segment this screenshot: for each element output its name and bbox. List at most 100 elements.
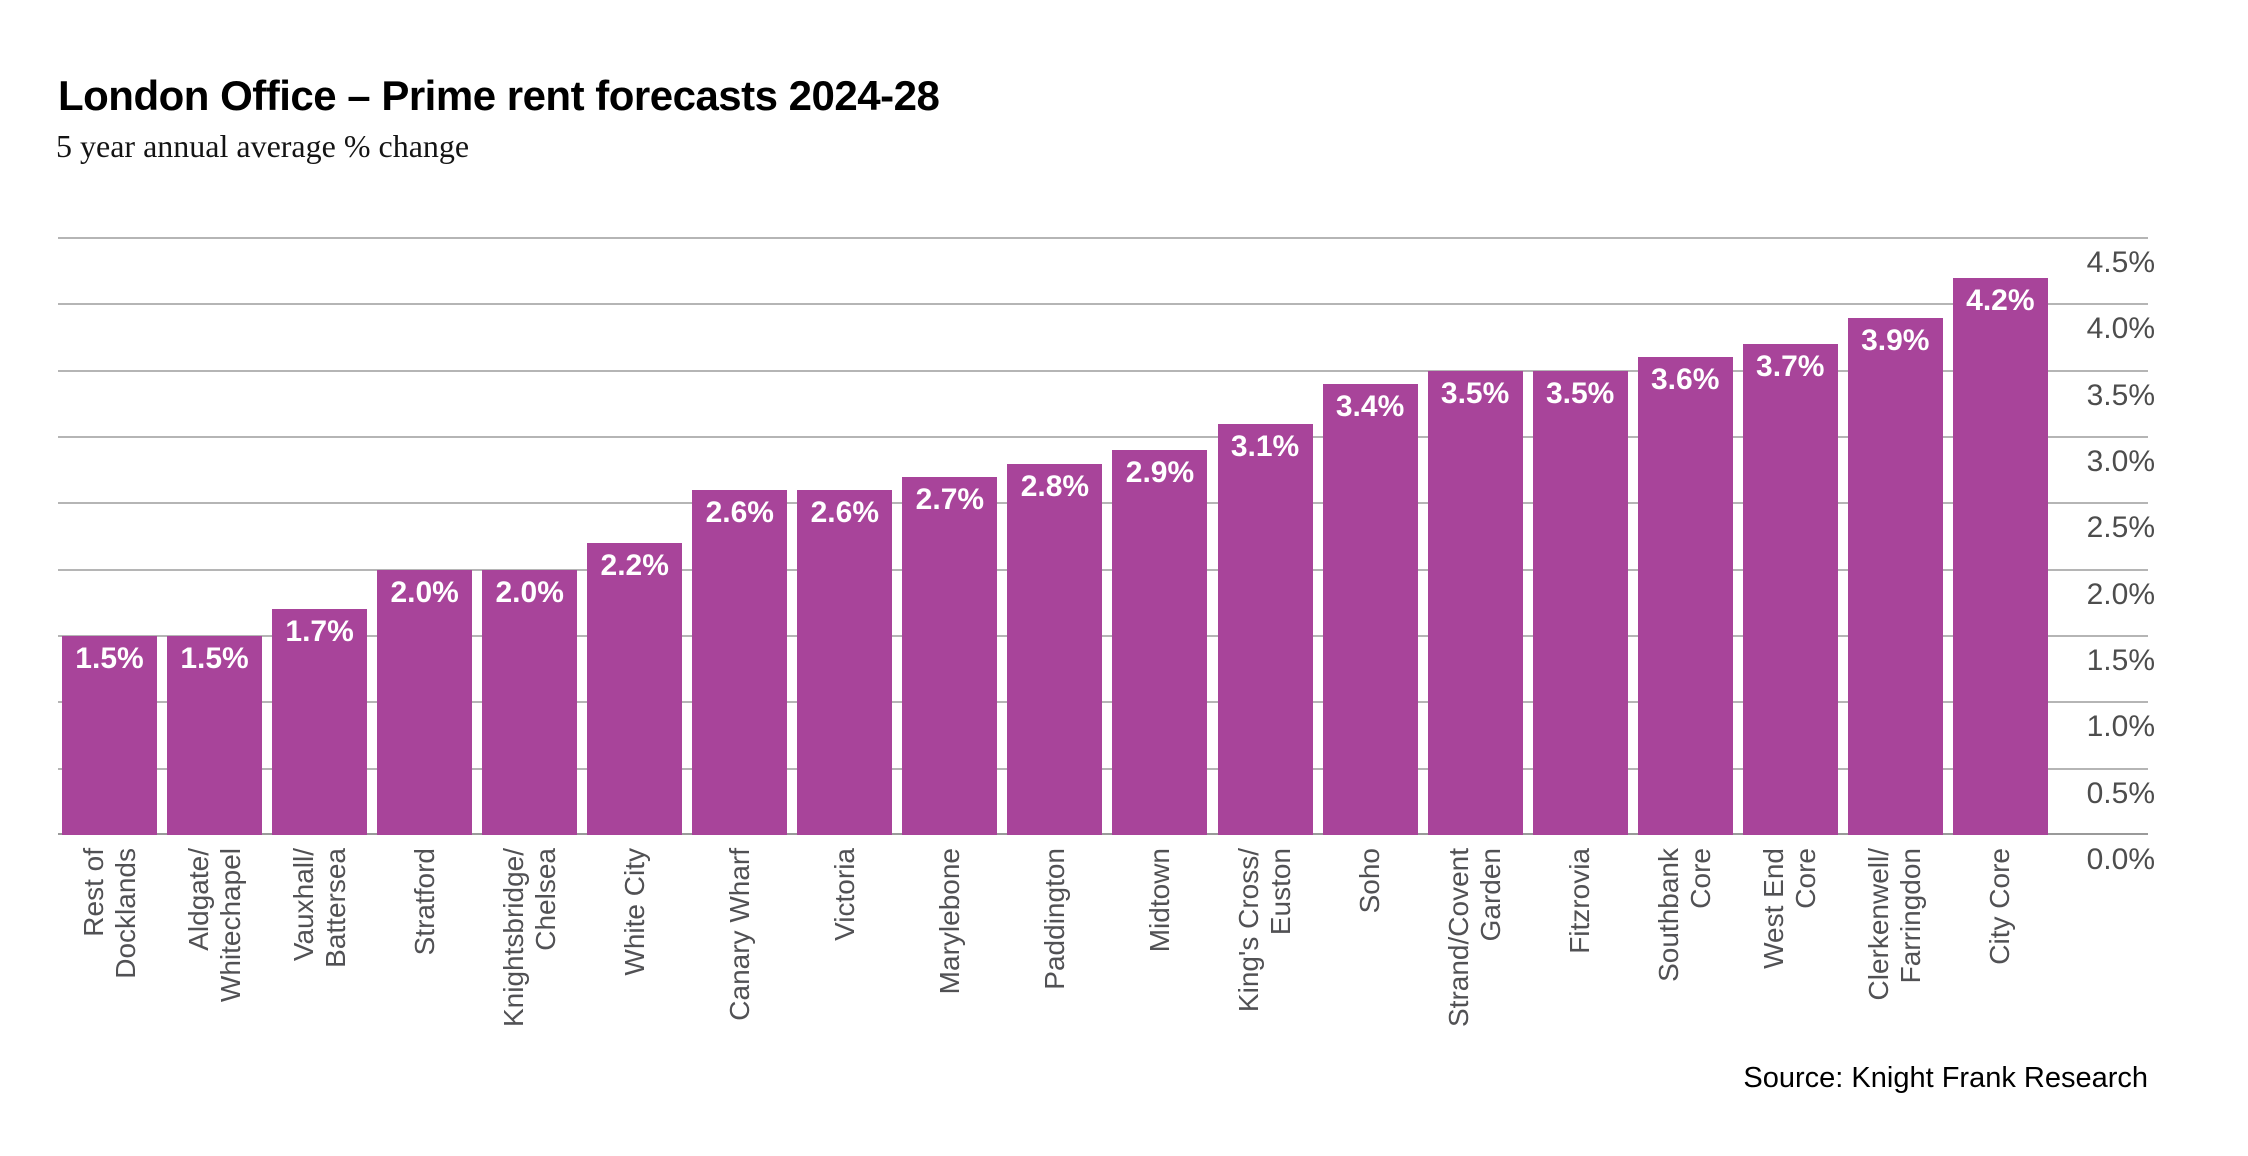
- x-tick-cell: Midtown: [1112, 848, 1207, 1098]
- x-tick-label: King's Cross/ Euston: [1232, 848, 1297, 1013]
- bar-value-label: 4.2%: [1966, 284, 2035, 317]
- x-tick-label: Paddington: [1038, 848, 1070, 990]
- x-tick-label: City Core: [1984, 848, 2016, 965]
- gridline: [58, 237, 2148, 239]
- x-tick-cell: Fitzrovia: [1533, 848, 1628, 1098]
- x-tick-cell: Stratford: [377, 848, 472, 1098]
- bar: 3.9%: [1847, 318, 1943, 835]
- bar-chart-plot-area: 1.5% 1.5% 1.7% 2.0% 2.0% 2.2% 2.6% 2.6% 2.7% 2.8%…: [58, 237, 2155, 875]
- x-tick-label: Rest of Docklands: [77, 848, 141, 979]
- bar: 2.0%: [482, 570, 578, 835]
- bar: 3.4%: [1322, 384, 1418, 835]
- bar: 2.6%: [797, 490, 893, 835]
- y-tick-label: 0.0%: [2086, 843, 2155, 876]
- bar-value-label: 2.0%: [390, 576, 459, 609]
- bar-value-label: 2.2%: [600, 549, 669, 582]
- bar: 2.6%: [692, 490, 788, 835]
- x-tick-cell: Paddington: [1007, 848, 1102, 1098]
- x-tick-label: Marylebone: [933, 848, 965, 995]
- bar-value-label: 3.4%: [1335, 390, 1405, 423]
- bar-value-label: 3.5%: [1440, 377, 1510, 410]
- bar: 3.1%: [1217, 424, 1313, 835]
- chart-title: London Office – Prime rent forecasts 202…: [58, 72, 940, 119]
- x-tick-cell: City Core: [1953, 848, 2048, 1098]
- x-tick-label: Knightsbridge/ Chelsea: [497, 848, 561, 1028]
- bar: 2.7%: [902, 477, 998, 835]
- x-tick-cell: White City: [587, 848, 682, 1098]
- gridline: [58, 701, 2148, 704]
- x-tick-cell: Clerkenwell/ Farringdon: [1848, 848, 1943, 1098]
- x-tick-label: Soho: [1353, 848, 1385, 914]
- source-note: Source: Knight Frank Research: [1743, 1062, 2148, 1094]
- x-tick-cell: Rest of Docklands: [62, 848, 157, 1098]
- gridline: [58, 568, 2148, 571]
- x-tick-cell: Knightsbridge/ Chelsea: [482, 848, 577, 1098]
- y-tick-label: 4.5%: [2086, 246, 2155, 279]
- x-tick-cell: King's Cross/ Euston: [1218, 848, 1313, 1098]
- x-tick-label: Midtown: [1143, 848, 1175, 953]
- x-tick-cell: West End Core: [1743, 848, 1838, 1098]
- x-tick-cell: Southbank Core: [1638, 848, 1733, 1098]
- y-tick-label: 2.0%: [2086, 577, 2155, 611]
- bar-value-label: 3.6%: [1651, 363, 1720, 396]
- bar-value-label: 2.9%: [1125, 456, 1195, 489]
- x-tick-cell: Marylebone: [902, 848, 997, 1098]
- gridline: [58, 436, 2148, 438]
- x-tick-cell: Aldgate/ Whitechapel: [167, 848, 262, 1098]
- bar: 4.2%: [1952, 278, 2048, 835]
- bar: 2.2%: [587, 543, 683, 835]
- x-tick-label: Clerkenwell/ Farringdon: [1863, 848, 1927, 1001]
- x-tick-label: White City: [618, 848, 650, 976]
- gridline: [58, 502, 2148, 505]
- gridline: [58, 635, 2148, 637]
- bars-container: 1.5% 1.5% 1.7% 2.0% 2.0% 2.2% 2.6% 2.6% 2.7% 2.8%…: [62, 238, 2048, 835]
- x-axis-labels: Rest of Docklands Aldgate/ Whitechapel Vau…: [62, 848, 2048, 1098]
- bar: 3.6%: [1637, 357, 1733, 835]
- x-tick-label: Southbank Core: [1653, 848, 1717, 982]
- chart-subtitle: 5 year annual average % change: [56, 128, 470, 164]
- bar-value-label: 3.7%: [1756, 350, 1825, 383]
- gridline: [58, 303, 2148, 306]
- bar-value-label: 3.9%: [1861, 324, 1930, 357]
- gridline: [58, 767, 2148, 770]
- bar: 3.5%: [1427, 371, 1523, 835]
- x-tick-cell: Vauxhall/ Battersea: [272, 848, 367, 1098]
- y-tick-label: 4.0%: [2086, 312, 2155, 346]
- y-tick-label: 2.5%: [2086, 511, 2155, 545]
- x-tick-label: Canary Wharf: [723, 848, 755, 1021]
- bar-value-label: 1.5%: [180, 642, 249, 675]
- bar-value-label: 2.6%: [705, 496, 774, 529]
- x-tick-cell: Soho: [1323, 848, 1418, 1098]
- y-tick-label: 0.5%: [2086, 776, 2155, 810]
- gridline: [58, 369, 2148, 372]
- x-tick-label: Fitzrovia: [1564, 848, 1596, 954]
- x-tick-label: West End Core: [1758, 848, 1822, 969]
- y-tick-label: 3.0%: [2086, 445, 2155, 478]
- bar-value-label: 1.7%: [285, 615, 354, 648]
- x-tick-cell: Strand/Covent Garden: [1428, 848, 1523, 1098]
- bar: 2.0%: [377, 570, 473, 835]
- bar: 3.5%: [1532, 371, 1628, 835]
- x-tick-label: Victoria: [828, 848, 860, 941]
- bar: 3.7%: [1742, 344, 1838, 835]
- x-tick-label: Vauxhall/ Battersea: [287, 848, 351, 968]
- bar-value-label: 2.6%: [810, 496, 880, 529]
- bar: 2.8%: [1007, 464, 1103, 835]
- y-tick-label: 3.5%: [2086, 378, 2155, 412]
- x-tick-label: Aldgate/ Whitechapel: [182, 848, 246, 1003]
- bar: 1.5%: [62, 636, 157, 835]
- bar: 1.5%: [167, 636, 263, 835]
- bar-value-label: 3.5%: [1545, 377, 1615, 410]
- x-axis-line: [58, 833, 2148, 835]
- bar-value-label: 3.1%: [1230, 430, 1300, 463]
- bar: 1.7%: [272, 609, 368, 835]
- bar-value-label: 2.8%: [1020, 470, 1090, 503]
- bar: 2.9%: [1112, 450, 1208, 835]
- bar-value-label: 1.5%: [75, 642, 144, 675]
- x-tick-cell: Canary Wharf: [692, 848, 787, 1098]
- y-tick-label: 1.0%: [2086, 710, 2155, 744]
- x-tick-label: Strand/Covent Garden: [1442, 848, 1507, 1027]
- x-tick-label: Stratford: [408, 848, 440, 956]
- x-tick-cell: Victoria: [797, 848, 892, 1098]
- y-tick-label: 1.5%: [2086, 644, 2155, 677]
